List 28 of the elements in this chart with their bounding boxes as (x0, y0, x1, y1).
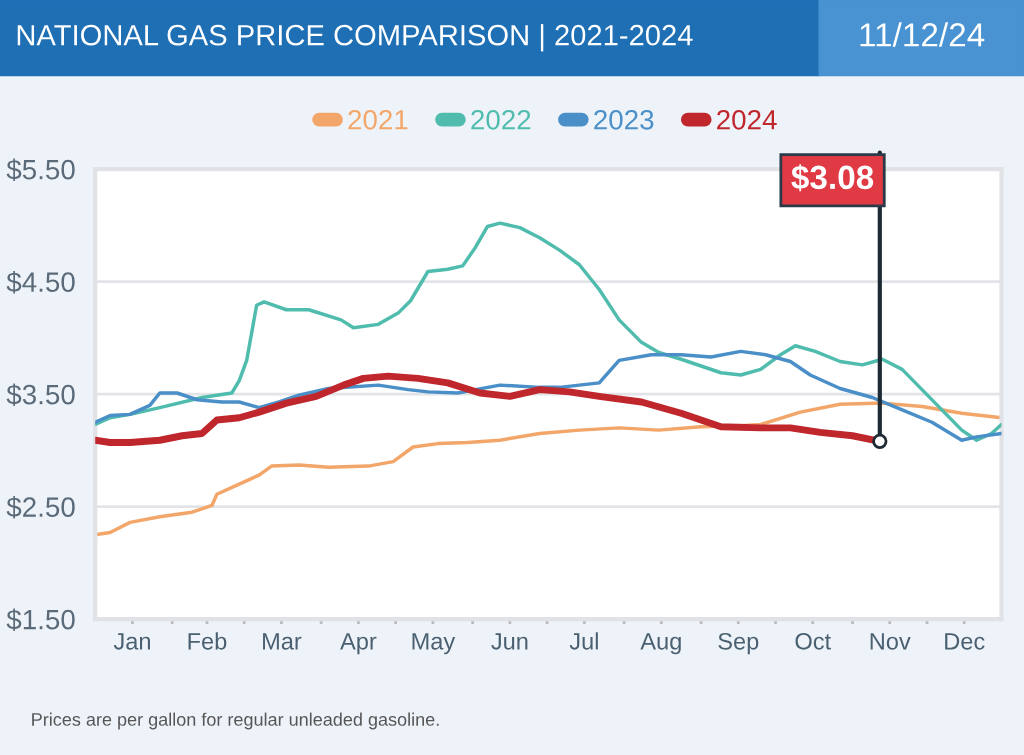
legend-label: 2022 (471, 109, 531, 130)
legend-label: 2024 (717, 109, 777, 130)
text: Prices are per gallon for regular unleaded gasoline. (32, 712, 439, 730)
x-tick-label: Dec (945, 633, 985, 650)
x-tick-label: Apr (340, 633, 377, 655)
x-tick-label: Aug (640, 633, 681, 655)
x-tick-label: May (412, 633, 456, 655)
y-tick-label: $2.50 (6, 496, 75, 519)
y-tick-label: $5.50 (6, 158, 75, 182)
x-tick-label: Jul (569, 632, 598, 650)
annotation: $3.08 (791, 164, 874, 192)
line-series (95, 401, 1002, 537)
legend-label: 2021 (348, 109, 408, 130)
x-tick-label: Jan (113, 633, 150, 650)
y-tick-label: $4.50 (6, 271, 75, 294)
x-tick-label: Sep (718, 632, 759, 655)
x-tick-label: Mar (263, 633, 302, 650)
line-series (95, 349, 1002, 442)
x-tick-label: Nov (870, 633, 911, 650)
x-tick-label: Feb (188, 632, 227, 650)
x-tick-label: Jun (491, 633, 528, 650)
chart-title: NATIONAL GAS PRICE COMPARISON | 2021-2024 (17, 24, 693, 52)
line-series (95, 221, 1002, 442)
chart-subtitle: 11/12/24 (860, 22, 985, 47)
y-tick-label: $1.50 (6, 608, 75, 632)
x-tick-label: Oct (795, 632, 831, 650)
legend-label: 2023 (594, 109, 654, 130)
y-tick-label: $3.50 (6, 383, 75, 407)
